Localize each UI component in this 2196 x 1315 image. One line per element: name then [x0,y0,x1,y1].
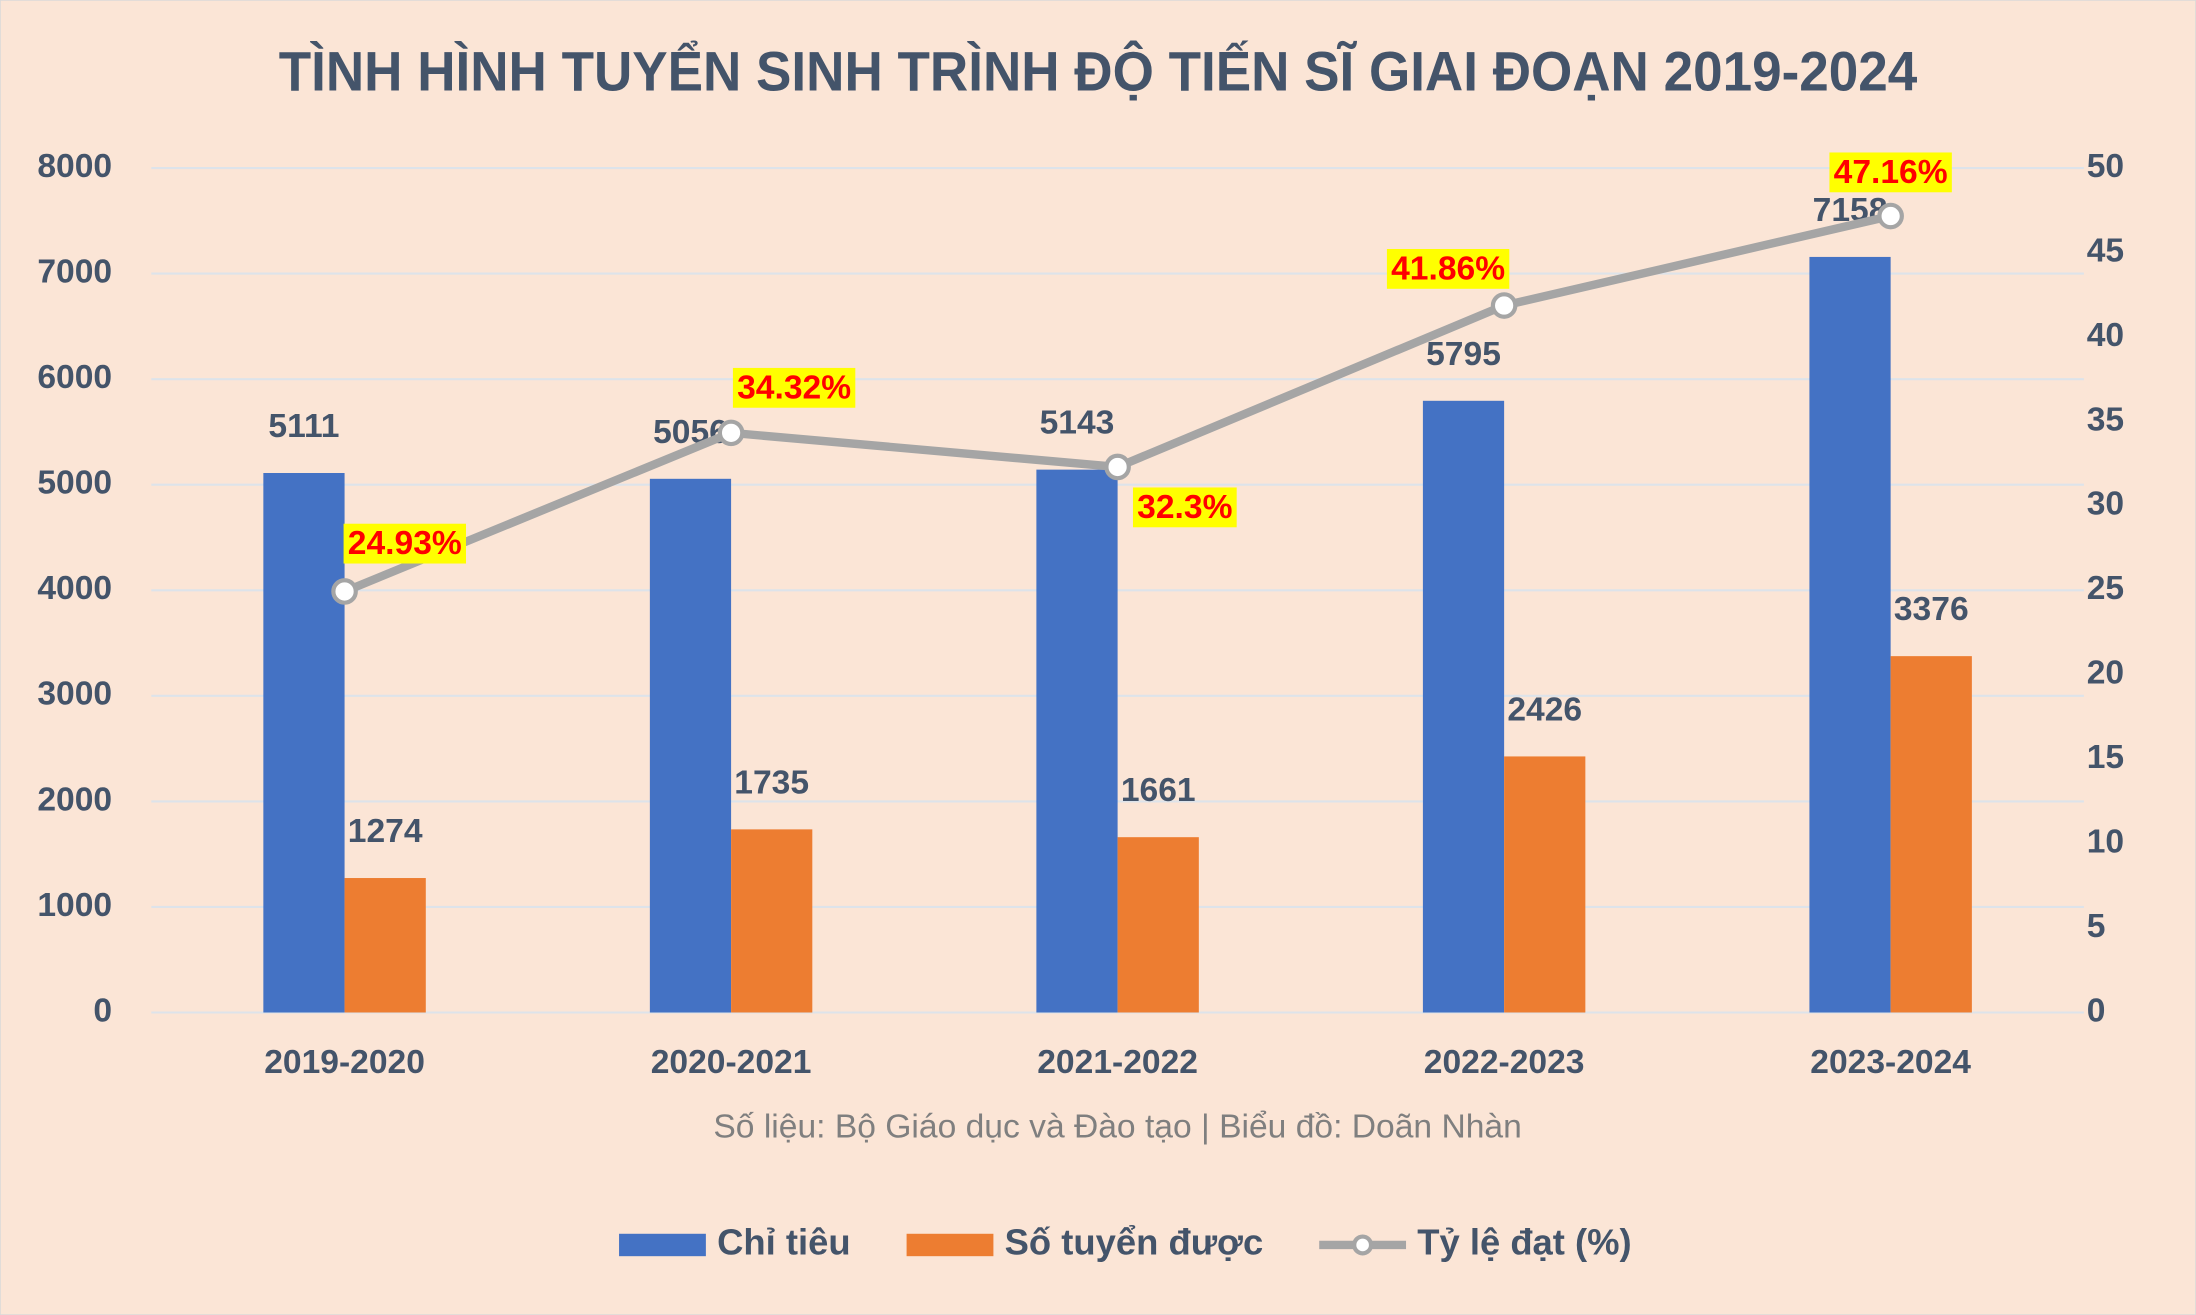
y2-tick-label: 40 [2087,317,2124,354]
bar-value-label: 3376 [1894,591,1969,628]
bar [344,878,426,1013]
y2-tick-label: 15 [2087,739,2124,776]
label-highlight [343,523,466,564]
line-marker [1104,453,1131,481]
y-tick-label: 6000 [37,359,112,396]
bar-value-label: 2426 [1507,691,1582,728]
line-marker [1490,292,1518,319]
bar [649,478,732,1013]
data-label-group: 32.3% [1132,487,1237,528]
bar-value-label: 5795 [1426,336,1501,373]
bar-value-label: 5143 [1040,405,1115,442]
y-tick-label: 1000 [37,887,112,924]
bar-value-label: 1661 [1121,772,1196,809]
data-label-group: 34.32% [732,367,856,408]
x-tick-label: 2021-2022 [1037,1044,1198,1081]
chart-title: TÌNH HÌNH TUYỂN SINH TRÌNH ĐỘ TIẾN SĨ GI… [279,39,1917,102]
y2-tick-label: 35 [2087,401,2124,438]
legend-label: Chỉ tiêu [717,1222,850,1263]
y-tick-label: 5000 [37,465,112,502]
y2-tick-label: 0 [2087,992,2106,1029]
x-tick-label: 2023-2024 [1810,1044,1971,1081]
x-tick-label: 2020-2021 [651,1044,812,1081]
source-note: Số liệu: Bộ Giáo dục và Đào tạo | Biểu đ… [713,1109,1521,1146]
y2-tick-label: 30 [2087,486,2124,523]
line-value-label: 47.16% [1834,154,1948,191]
line-value-label: 24.93% [348,525,462,562]
y-tick-label: 4000 [37,570,112,607]
y-tick-label: 2000 [37,781,112,818]
line-marker [717,419,745,447]
bar-value-label: 5111 [268,408,339,445]
y-tick-label: 0 [93,992,112,1029]
legend-swatch [619,1233,706,1257]
label-highlight [1829,152,1952,193]
bar [1036,469,1118,1013]
label-highlight [1132,487,1237,528]
y2-tick-label: 50 [2087,148,2124,185]
bar [1809,256,1891,1013]
data-label-group: 24.93% [343,523,466,564]
bar [1117,837,1199,1013]
y2-tick-label: 5 [2087,908,2106,945]
data-label-group: 41.86% [1386,248,1510,289]
x-tick-label: 2019-2020 [264,1044,425,1081]
line-marker [1877,202,1904,230]
label-highlight [1386,248,1510,289]
y-tick-label: 7000 [37,253,112,290]
y-tick-label: 3000 [37,676,112,713]
y2-tick-label: 20 [2087,655,2124,692]
line-marker [331,578,358,605]
bar-value-label: 1274 [348,813,423,850]
legend-label: Tỷ lệ đạt (%) [1417,1222,1631,1263]
bar [1422,400,1505,1013]
y2-tick-label: 10 [2087,823,2124,860]
legend-marker [1352,1234,1374,1256]
bar-value-label: 5056 [653,414,728,451]
y2-tick-label: 25 [2087,570,2124,607]
x-tick-label: 2022-2023 [1424,1044,1585,1081]
y2-tick-label: 45 [2087,232,2124,269]
label-highlight [732,367,856,408]
bar [1890,656,1972,1013]
data-label-group: 47.16% [1829,152,1952,193]
bar [1504,756,1586,1013]
bar [263,473,345,1013]
line-value-label: 41.86% [1391,250,1505,287]
line-value-label: 34.32% [737,369,851,406]
legend-swatch [906,1233,994,1257]
y-tick-label: 8000 [37,148,112,185]
line-value-label: 32.3% [1137,489,1232,526]
bar [731,829,813,1013]
legend-label: Số tuyển được [1005,1222,1264,1263]
bar-value-label: 1735 [734,764,809,801]
